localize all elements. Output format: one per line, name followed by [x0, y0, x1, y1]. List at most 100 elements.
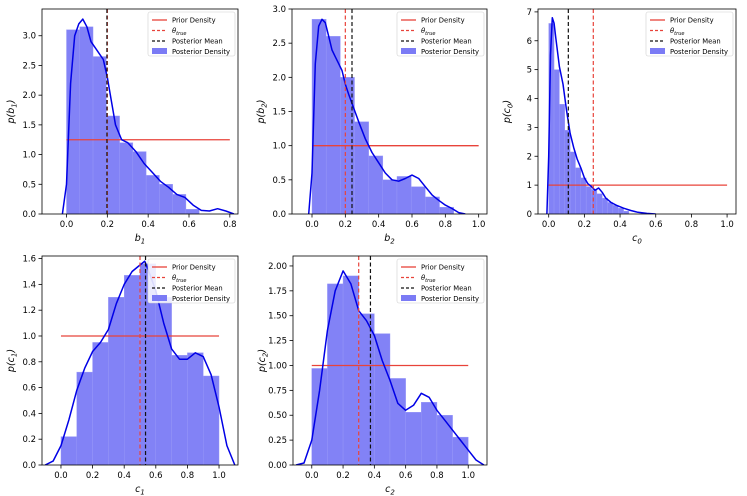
- histogram-bar: [575, 167, 582, 214]
- x-tick-label: 0.8: [685, 220, 699, 230]
- histogram-bar: [185, 209, 200, 214]
- legend-posterior-label: Posterior Density: [172, 48, 230, 56]
- histogram-bar: [187, 352, 204, 465]
- legend-box: [147, 258, 236, 304]
- y-tick-label: 0.4: [22, 409, 36, 419]
- y-axis-label-main: p(c: [257, 356, 268, 373]
- histogram-bar: [425, 196, 440, 214]
- axes-frame: [41, 8, 239, 215]
- y-tick-label: 0.00: [268, 461, 287, 471]
- x-tick-label: 1.0: [212, 471, 226, 481]
- y-tick-label: 1.0: [272, 142, 286, 152]
- x-tick-label: 0.2: [86, 471, 100, 481]
- x-axis-label-main: c: [385, 484, 391, 495]
- x-tick-label: 0.8: [223, 220, 237, 230]
- histogram-bar: [405, 412, 422, 465]
- y-axis-label-close: ): [257, 349, 268, 354]
- x-tick-label: 0.0: [305, 471, 319, 481]
- y-axis-label-main: p(c: [6, 356, 17, 373]
- y-tick-label: 0.0: [272, 210, 286, 220]
- histogram-bar: [123, 275, 141, 465]
- subplot-2: 0.0 0.2 0.4 0.6 0.8 1.0 0.0 0.5 1.0 1.5 2.0 2.5 3.0 b…: [256, 5, 488, 246]
- histogram-bar: [580, 177, 587, 214]
- x-tick-label: 0.2: [101, 220, 115, 230]
- legend-theta-label: θtrue: [421, 274, 435, 284]
- y-tick-label: 1.5: [272, 108, 286, 118]
- y-axis-label: p(c1): [6, 349, 19, 373]
- legend-posterior-label: Posterior Density: [172, 295, 230, 303]
- legend-posterior-swatch: [152, 295, 167, 301]
- x-axis-label-main: c: [632, 233, 638, 244]
- y-tick-label: 5: [527, 66, 532, 76]
- y-tick-label: 1.4: [22, 280, 36, 290]
- x-tick-label: 0.2: [336, 471, 350, 481]
- y-tick-label: 1.50: [268, 312, 287, 322]
- legend-mean-label: Posterior Mean: [172, 285, 223, 293]
- histogram-bar: [171, 355, 188, 465]
- legend-posterior-swatch: [650, 48, 665, 54]
- legend-box: [396, 11, 485, 57]
- y-axis-label: p(b2): [256, 100, 269, 125]
- histogram-bar: [396, 176, 412, 214]
- legend-posterior-label: Posterior Density: [421, 48, 479, 56]
- histogram-bar: [618, 208, 624, 214]
- histogram-bar: [327, 283, 344, 465]
- legend-posterior-label: Posterior Density: [421, 295, 479, 303]
- x-axis-label-sub: 0: [637, 238, 642, 246]
- y-tick-label: 1.0: [22, 151, 36, 161]
- y-tick-label: 0.75: [268, 386, 287, 396]
- legend-mean-label: Posterior Mean: [172, 38, 223, 46]
- histogram-bar: [119, 142, 134, 214]
- histogram-bar: [553, 69, 560, 214]
- histogram-bar: [92, 56, 107, 214]
- y-tick-label: 1.6: [22, 255, 36, 265]
- y-axis-label-sub: 2: [261, 103, 269, 108]
- x-axis-label-main: b: [384, 233, 390, 244]
- legend-theta-base: θ: [172, 274, 177, 282]
- y-axis-label-main: p(b: [6, 108, 17, 125]
- x-tick-label: 0.0: [54, 471, 68, 481]
- x-tick-label: 1.0: [461, 471, 475, 481]
- y-tick-label: 3.0: [22, 32, 36, 42]
- y-axis-label: p(c0): [502, 100, 515, 124]
- legend-mean-label: Posterior Mean: [421, 285, 472, 293]
- y-axis-label-close: ): [6, 100, 17, 105]
- posterior-kde-curve: [307, 18, 466, 214]
- y-tick-label: 0: [527, 210, 532, 220]
- histogram-bar: [436, 415, 453, 465]
- histogram-bar: [203, 375, 220, 465]
- y-tick-label: 0.2: [22, 435, 36, 445]
- histogram-bar: [79, 26, 94, 214]
- histogram-bar: [172, 194, 187, 214]
- histogram-bar: [132, 151, 147, 214]
- x-tick-label: 0.6: [182, 220, 196, 230]
- histogram-bar: [421, 402, 438, 465]
- y-axis-label-sub: 1: [11, 103, 19, 107]
- legend-box: [645, 11, 734, 57]
- y-axis-label-main: p(c: [502, 107, 513, 124]
- histogram-bar: [596, 193, 603, 214]
- y-tick-label: 2.5: [272, 39, 286, 49]
- legend-theta-base: θ: [421, 27, 426, 35]
- subplot-1: 0.0 0.2 0.4 0.6 0.80.00.51.01.52.02.53.0b1p(…: [6, 8, 239, 246]
- legend-posterior-swatch: [152, 48, 167, 54]
- y-tick-label: 0.5: [272, 176, 286, 186]
- subplot-4: 0.0 0.2 0.4 0.6 0.8 1.0 0.0 0.2 0.4 0.6 0.8 1.0 1.2 1…: [6, 255, 239, 496]
- x-tick-label: 0.2: [339, 220, 353, 230]
- y-axis-label: p(c2): [257, 349, 270, 373]
- y-tick-label: 1: [527, 181, 532, 191]
- legend-posterior-label: Posterior Density: [670, 48, 728, 56]
- legend-posterior-swatch: [401, 295, 416, 301]
- x-axis-label: c2: [385, 484, 395, 496]
- y-tick-label: 6: [527, 37, 532, 47]
- axes-frame: [292, 255, 488, 466]
- x-tick-label: 0.8: [439, 220, 453, 230]
- x-axis-label-sub: 1: [141, 238, 145, 246]
- y-tick-label: 0.0: [22, 210, 36, 220]
- y-tick-label: 1.25: [268, 337, 287, 347]
- y-tick-label: 7: [527, 8, 532, 18]
- x-tick-label: 0.4: [613, 220, 627, 230]
